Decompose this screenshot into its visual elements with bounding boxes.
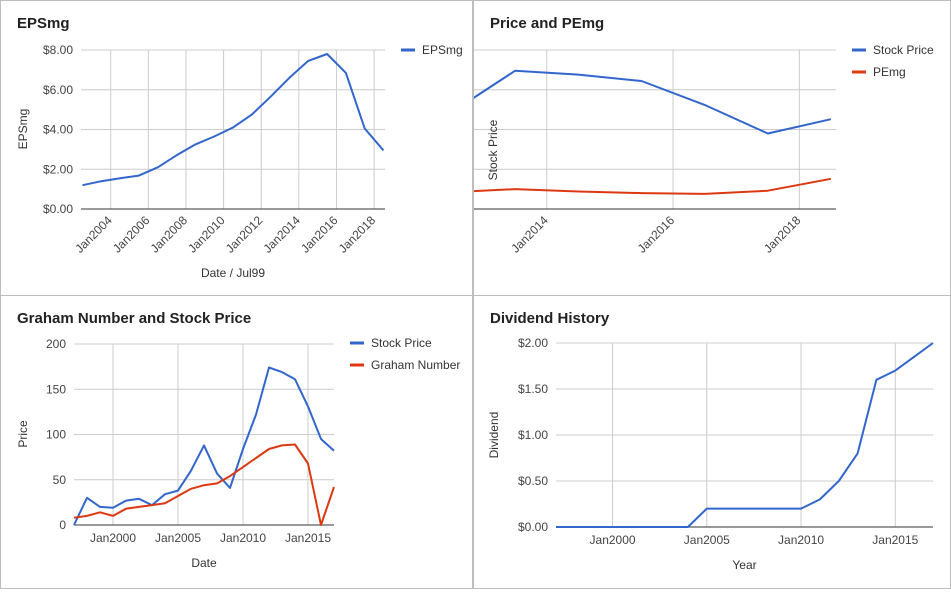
x-tick-label: Jan2000 [590,533,636,547]
y-tick-label: $2.00 [518,336,548,350]
x-tick-label: Jan2016 [635,213,678,256]
legend-label: EPSmg [422,43,463,57]
y-tick-label: $4.00 [43,123,73,137]
price-pemg-chart-panel: Price and PEmg 050100150200Jan2008Jan201… [473,0,951,296]
y-tick-label: 100 [46,428,66,442]
eps-chart: $0.00$2.00$4.00$6.00$8.00Jan2004Jan2006J… [16,43,463,280]
x-tick-label: Jan2005 [684,533,730,547]
eps-chart-panel: EPSmg $0.00 $2.00 $4.00 $6.00 $8.00 Jan2004 Ja… [0,0,473,296]
legend-label: Stock Price [371,336,432,350]
x-tick-label: Jan2008 [148,213,191,256]
series-line-dividend [556,342,934,528]
y-axis-label: Dividend [487,412,501,459]
x-axis-label: Date [191,556,217,570]
legend-label: Graham Number [371,358,460,372]
x-tick-label: Jan2005 [155,531,201,545]
price-pemg-chart: 050100150200Jan2008Jan2010Jan2012Jan2014… [474,43,934,256]
y-tick-label: $0.00 [518,520,548,534]
x-axis-label: Date / Jul99 [201,266,265,280]
legend-label: PEmg [873,65,906,79]
series-line-pemg [474,177,832,195]
x-tick-label: Jan2010 [185,213,228,256]
x-tick-label: Jan2004 [72,213,115,256]
graham-chart-panel: Graham Number and Stock Price 0 50 100 150 2… [0,295,473,589]
legend-label: Stock Price [873,43,934,57]
x-tick-label: Jan2015 [285,531,331,545]
y-tick-label: $1.00 [518,428,548,442]
y-tick-label: $1.50 [518,382,548,396]
x-tick-label: Jan2015 [872,533,918,547]
x-tick-label: Jan2016 [298,213,341,256]
graham-chart: 0 50 100 150 200 Jan2000 Jan2005 Jan2010 Jan2015… [16,336,460,570]
x-tick-label: Jan2010 [778,533,824,547]
x-tick-label: Jan2014 [508,213,551,256]
y-tick-label: $0.50 [518,474,548,488]
dividend-chart: $0.00 $0.50 $1.00 $1.50 $2.00 Jan2000 Jan2005 J… [487,336,934,572]
y-tick-label: $0.00 [43,202,73,216]
y-tick-label: 200 [46,337,66,351]
series-line-stock-price [474,69,832,135]
chart-title: Dividend History [490,310,610,327]
x-tick-label: Jan2010 [220,531,266,545]
y-tick-label: $2.00 [43,162,73,176]
x-tick-label: Jan2014 [261,213,304,256]
y-axis-label: EPSmg [16,109,30,150]
x-axis-label: Year [732,558,756,572]
y-tick-label: $8.00 [43,43,73,57]
y-tick-label: 50 [53,473,67,487]
x-tick-label: Jan2018 [761,213,804,256]
x-tick-label: Jan2018 [336,213,379,256]
chart-title: Graham Number and Stock Price [17,310,252,327]
y-axis-label: Price [16,420,30,448]
y-tick-label: 0 [59,518,66,532]
series-line-epsmg [82,53,385,187]
chart-title: Price and PEmg [490,15,605,32]
series-line-graham-number [73,443,335,526]
dividend-chart-panel: Dividend History $0.00 $0.50 $1.00 $1.50 $2.… [473,295,951,589]
y-tick-label: $6.00 [43,83,73,97]
series-line-stock-price [73,366,335,526]
x-tick-label: Jan2000 [90,531,136,545]
chart-title: EPSmg [17,15,70,32]
x-tick-label: Jan2012 [223,213,266,256]
y-tick-label: 150 [46,382,66,396]
x-tick-label: Jan2006 [110,213,153,256]
y-axis-label: Stock Price [486,119,500,180]
